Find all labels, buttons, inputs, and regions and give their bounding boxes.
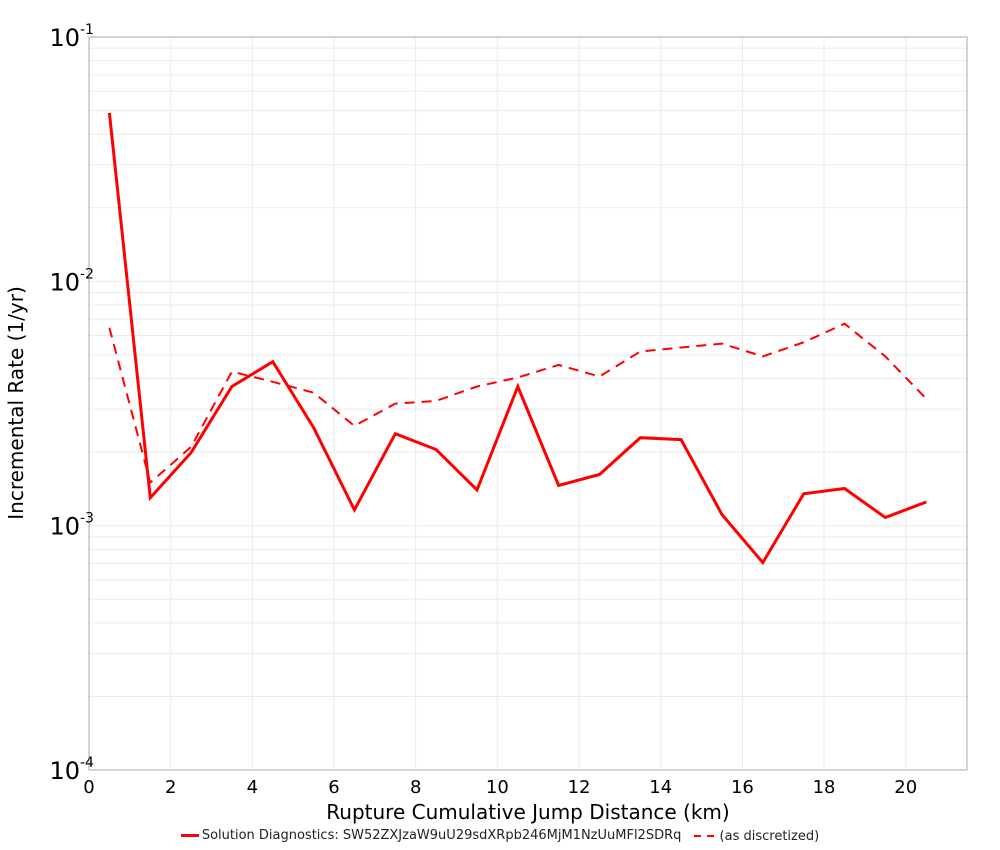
x-tick-label: 16 [731,777,754,798]
dashed-line-swatch-icon [693,835,716,837]
plot-area-border [88,36,968,771]
legend-label-solution: Solution Diagnostics: SW52ZXJzaW9uU29sdX… [201,828,682,843]
x-tick-label: 14 [649,777,672,798]
y-tick-exponent: -2 [80,266,94,282]
x-tick-label: 2 [165,777,176,798]
grid-lines [88,37,967,771]
x-tick-label: 0 [83,777,94,798]
legend-item-solution: Solution Diagnostics: SW52ZXJzaW9uU29sdX… [180,828,682,843]
y-tick-label: 10 [49,513,80,541]
y-axis-label: Incremental Rate (1/yr) [4,286,28,519]
y-axis-ticks: 10-110-210-310-4 [49,22,94,785]
y-tick-label: 10 [49,24,80,52]
series-layer [107,112,927,566]
x-tick-label: 8 [410,777,421,798]
legend-label-discretized: (as discretized) [719,828,820,844]
x-axis-ticks: 0 2 4 6 8 10 12 14 16 18 20 [83,777,917,798]
y-tick-exponent: -1 [80,22,94,38]
x-axis-label: Rupture Cumulative Jump Distance (km) [326,800,729,824]
x-tick-label: 18 [813,777,836,798]
x-tick-label: 4 [247,777,258,798]
y-tick-label: 10 [49,757,80,785]
series-line-solution [107,112,927,566]
legend: Solution Diagnostics: SW52ZXJzaW9uU29sdX… [0,826,1000,844]
series-line-discretized [108,322,927,485]
y-tick-exponent: -4 [80,755,94,771]
solid-line-swatch-icon [180,834,199,837]
x-tick-label: 12 [568,777,591,798]
x-tick-label: 20 [894,777,917,798]
x-tick-label: 6 [328,777,339,798]
y-tick-exponent: -3 [80,511,94,527]
y-tick-label: 10 [49,268,80,296]
x-tick-label: 10 [486,777,509,798]
legend-item-discretized: (as discretized) [686,828,820,844]
